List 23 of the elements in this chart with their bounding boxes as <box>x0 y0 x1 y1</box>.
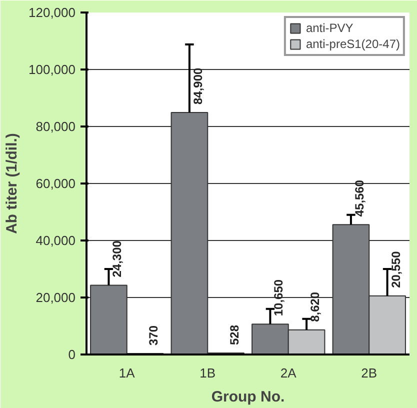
y-axis-title: Ab titer (1/dil.) <box>4 133 21 234</box>
data-label: 370 <box>146 325 161 346</box>
x-tick-label: 1B <box>200 366 216 380</box>
legend-label: anti-preS1(20-47) <box>306 37 400 51</box>
data-label: 10,650 <box>272 279 286 316</box>
y-tick-label: 100,000 <box>28 62 76 77</box>
data-label: 84,900 <box>190 68 205 105</box>
y-tick-label: 60,000 <box>36 176 76 191</box>
x-tick-label: 2A <box>280 366 297 380</box>
y-tick-label: 40,000 <box>36 233 76 248</box>
y-tick-label: 120,000 <box>28 5 76 20</box>
data-label: 45,560 <box>352 180 366 217</box>
x-tick-label: 1A <box>118 366 136 380</box>
x-tick-label: 2B <box>361 366 378 380</box>
y-tick-label: 80,000 <box>36 119 76 134</box>
data-label: 20,550 <box>388 250 403 288</box>
data-label: 8,620 <box>308 292 322 322</box>
y-tick-label: 0 <box>68 347 76 362</box>
x-axis-title: Group No. <box>211 388 285 406</box>
y-tick-label: 20,000 <box>36 290 76 305</box>
legend-label: anti-PVY <box>306 21 354 35</box>
data-label: 528 <box>227 324 242 345</box>
data-label: 24,300 <box>110 240 124 278</box>
